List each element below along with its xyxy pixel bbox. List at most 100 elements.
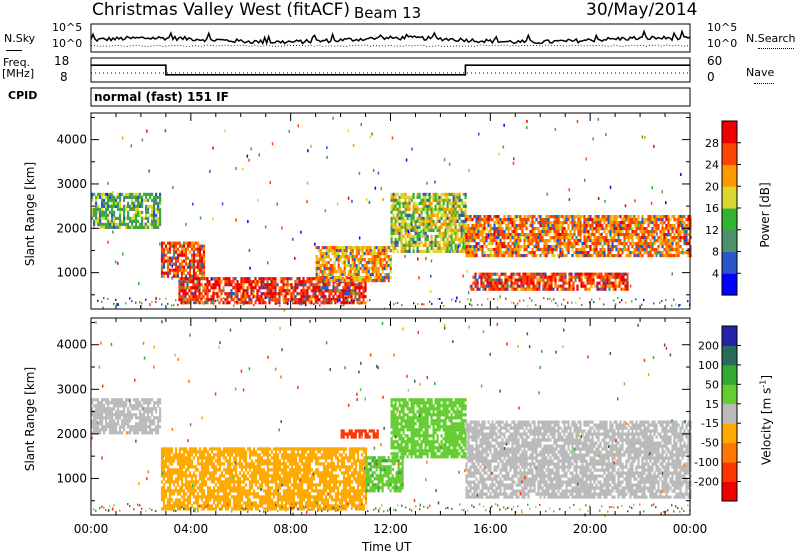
echo-cell-6 xyxy=(522,272,525,276)
echo-cell-5 xyxy=(479,230,482,234)
echo-cell-6 xyxy=(600,275,603,279)
echo-cell-4 xyxy=(390,210,393,214)
ground-scatter-cell xyxy=(255,299,257,302)
echo-cell-5 xyxy=(615,218,618,222)
echo-cell-4 xyxy=(402,210,405,214)
echo-cell-1 xyxy=(192,265,196,269)
echo-cell-4 xyxy=(464,204,467,208)
echo-cell-1 xyxy=(164,504,168,508)
echo-cell-5 xyxy=(595,242,598,246)
echo-cell-6 xyxy=(472,281,475,285)
echo-cell-5 xyxy=(477,224,480,228)
echo-cell-5 xyxy=(469,251,472,255)
echo-cell-3 xyxy=(345,258,348,262)
echo-cell-5 xyxy=(467,254,470,258)
echo-cell-3 xyxy=(349,246,352,250)
echo-cell-5 xyxy=(469,236,472,240)
echo-cell-2 xyxy=(182,298,185,302)
echo-cell-5 xyxy=(661,215,664,219)
echo-cell-2 xyxy=(180,283,183,287)
echo-cell-5 xyxy=(529,230,532,234)
echo-cell-5 xyxy=(467,224,470,228)
echo-cell-4 xyxy=(414,204,417,208)
echo-cell-5 xyxy=(603,251,606,255)
echo-cell-2 xyxy=(208,283,211,287)
echo-cell-0 xyxy=(129,431,132,435)
echo-cell-6 xyxy=(494,284,497,288)
echo-cell-5 xyxy=(575,242,578,246)
echo-cell-2 xyxy=(328,289,331,293)
echo-cell-0 xyxy=(107,207,110,211)
echo-cell-5 xyxy=(655,239,658,243)
echo-cell-2 xyxy=(182,286,185,290)
echo-cell-1 xyxy=(176,483,180,487)
echo-cell-1 xyxy=(168,471,172,475)
echo-cell-2 xyxy=(246,295,249,299)
echo-cell-0 xyxy=(115,401,118,405)
echo-cell-6 xyxy=(524,287,527,291)
echo-cell-0 xyxy=(135,425,138,429)
echo-cell-2 xyxy=(308,280,311,284)
echo-cell-0 xyxy=(153,401,156,405)
echo-cell-6 xyxy=(602,284,605,288)
echo-cell-5 xyxy=(627,233,630,237)
echo-cell-3 xyxy=(353,246,356,250)
echo-cell-4 xyxy=(450,246,453,250)
echo-cell-5 xyxy=(643,236,646,240)
echo-cell-5 xyxy=(559,233,562,237)
echo-cell-5 xyxy=(593,227,596,231)
echo-cell-0 xyxy=(131,404,134,408)
echo-cell-5 xyxy=(495,215,498,219)
echo-cell-1 xyxy=(166,507,170,511)
echo-cell-5 xyxy=(515,218,518,222)
echo-cell-1 xyxy=(190,265,194,269)
echo-cell-1 xyxy=(176,274,180,278)
echo-cell-5 xyxy=(537,221,540,225)
echo-cell-1 xyxy=(214,507,218,511)
echo-cell-2 xyxy=(358,286,361,290)
echo-cell-0 xyxy=(137,416,140,420)
echo-cell-5 xyxy=(513,233,516,237)
echo-cell-1 xyxy=(208,495,212,499)
echo-cell-5 xyxy=(465,215,468,219)
echo-cell-5 xyxy=(465,254,468,258)
echo-cell-5 xyxy=(495,227,498,231)
echo-cell-5 xyxy=(657,236,660,240)
echo-cell-2 xyxy=(246,280,249,284)
speckle-cell xyxy=(502,145,505,149)
echo-cell-6 xyxy=(558,275,561,279)
echo-cell-4 xyxy=(396,201,399,205)
echo-cell-6 xyxy=(596,287,599,291)
echo-cell-1 xyxy=(164,471,168,475)
colorbar-swatch xyxy=(722,121,737,144)
echo-cell-5 xyxy=(641,221,644,225)
ground-scatter-cell xyxy=(527,304,529,307)
speckle-cell xyxy=(368,200,371,204)
echo-cell-0 xyxy=(93,398,96,402)
echo-cell-0 xyxy=(135,219,138,223)
echo-cell-2 xyxy=(314,277,317,281)
echo-cell-6 xyxy=(610,272,613,276)
echo-cell-1 xyxy=(180,265,184,269)
echo-cell-2 xyxy=(346,292,349,296)
echo-cell-3 xyxy=(353,255,356,259)
echo-cell-4 xyxy=(454,213,457,217)
echo-cell-6 xyxy=(522,278,525,282)
echo-cell-2 xyxy=(312,292,315,296)
echo-cell-4 xyxy=(432,240,435,244)
echo-cell-5 xyxy=(579,248,582,252)
speckle-cell xyxy=(369,135,372,139)
echo-cell-2 xyxy=(340,301,343,305)
echo-cell-4 xyxy=(450,222,453,226)
echo-cell-1 xyxy=(202,456,206,460)
echo-cell-0 xyxy=(109,210,112,214)
echo-cell-0 xyxy=(95,204,98,208)
echo-cell-5 xyxy=(501,242,504,246)
echo-cell-0 xyxy=(95,198,98,202)
echo-cell-2 xyxy=(318,286,321,290)
echo-cell-3 xyxy=(363,279,366,283)
echo-cell-4 xyxy=(402,216,405,220)
echo-cell-0 xyxy=(153,195,156,199)
speckle-cell xyxy=(135,301,137,305)
echo-cell-2 xyxy=(180,301,183,305)
